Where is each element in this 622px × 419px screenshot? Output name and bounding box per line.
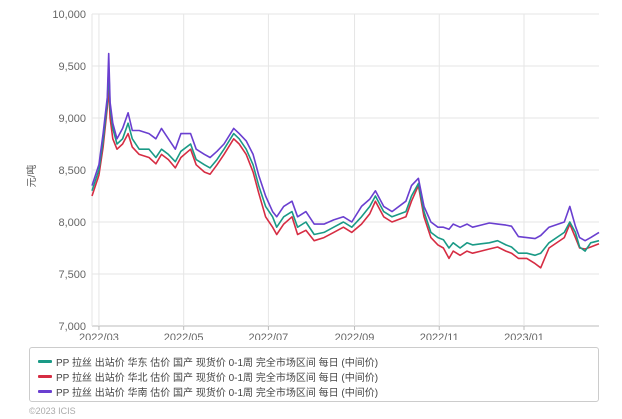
- y-tick-label: 8,500: [58, 165, 86, 177]
- legend-label-north: PP 拉丝 出站价 华北 估价 国产 现货价 0-1周 完全市场区间 每日 (中…: [56, 372, 379, 384]
- x-tick-label: 2022/03: [79, 332, 119, 340]
- x-tick-label: 2023/01: [504, 332, 544, 340]
- x-tick-label: 2022/11: [420, 332, 459, 340]
- legend-label-south: PP 拉丝 出站价 华南 估价 国产 现货价 0-1周 完全市场区间 每日 (中…: [56, 387, 379, 399]
- y-axis-ticks: 7,000 7,500 8,000 8,500 9,000 9,500 10,000: [52, 9, 86, 333]
- y-tick-label: 9,500: [58, 61, 86, 73]
- y-tick-label: 7,000: [58, 321, 86, 333]
- line-chart: 7,000 7,500 8,000 8,500 9,000 9,500 10,000 202…: [25, 9, 600, 340]
- legend-item-south[interactable]: PP 拉丝 出站价 华南 估价 国产 现货价 0-1周 完全市场区间 每日 (中…: [38, 384, 379, 399]
- x-tick-label: 2022/05: [164, 332, 204, 340]
- legend-swatch-east: [38, 359, 52, 363]
- y-tick-label: 8,000: [58, 217, 86, 229]
- grid-lines: [91, 13, 599, 327]
- legend-swatch-north: [38, 374, 52, 378]
- series-lines: [91, 52, 600, 269]
- legend: PP 拉丝 出站价 华东 估价 国产 现货价 0-1周 完全市场区间 每日 (中…: [29, 347, 599, 402]
- series-line-north: [91, 86, 600, 269]
- series-line-east: [91, 65, 600, 257]
- y-axis-label: 元/吨: [25, 165, 38, 188]
- series-line-south: [91, 52, 600, 242]
- y-tick-label: 9,000: [58, 113, 86, 125]
- legend-swatch-south: [38, 389, 52, 393]
- y-tick-label: 7,500: [58, 269, 86, 281]
- x-axis-ticks: 2022/03 2022/05 2022/07 2022/09 2022/11 2023/…: [79, 326, 544, 340]
- legend-label-east: PP 拉丝 出站价 华东 估价 国产 现货价 0-1周 完全市场区间 每日 (中…: [56, 357, 379, 369]
- y-tick-label: 10,000: [52, 9, 86, 21]
- copyright-footer: ©2023 ICIS: [29, 406, 76, 416]
- legend-item-north[interactable]: PP 拉丝 出站价 华北 估价 国产 现货价 0-1周 完全市场区间 每日 (中…: [38, 369, 379, 384]
- x-tick-label: 2022/09: [335, 332, 375, 340]
- x-tick-label: 2022/07: [249, 332, 289, 340]
- legend-item-east[interactable]: PP 拉丝 出站价 华东 估价 国产 现货价 0-1周 完全市场区间 每日 (中…: [38, 354, 379, 369]
